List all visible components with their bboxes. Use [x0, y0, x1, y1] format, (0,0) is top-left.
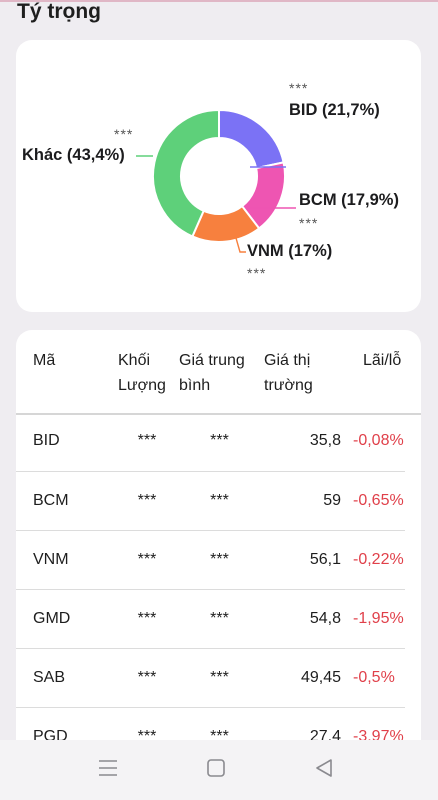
holdings-table: Mã Khối Lượng Giá trung bình Giá thị trường…: [16, 330, 405, 766]
cell-volume: ***: [137, 491, 157, 509]
header-code[interactable]: Mã: [33, 352, 56, 369]
cell-avg-price: ***: [210, 491, 229, 509]
section-title: Tý trọng: [17, 0, 101, 23]
menu-icon[interactable]: [98, 758, 118, 783]
table-row[interactable]: BID *** *** 35,8 -0,08%: [16, 412, 405, 471]
table-row[interactable]: VNM *** *** 56,1 -0,22%: [16, 530, 405, 589]
leader-line-vnm: [233, 230, 246, 253]
triangle-back-icon[interactable]: [314, 758, 334, 783]
header-volume[interactable]: Khối Lượng: [118, 352, 166, 394]
cell-market-price: 56,1: [309, 550, 341, 568]
cell-volume: ***: [137, 550, 157, 568]
slice-mask-khac: ***: [114, 126, 134, 142]
slice-mask-bid: ***: [289, 80, 309, 96]
cell-market-price: 49,45: [300, 668, 341, 686]
slice-mask-vnm: ***: [247, 265, 267, 281]
header-profit-loss[interactable]: Lãi/lỗ: [363, 352, 402, 369]
system-navigation-bar: [0, 740, 438, 800]
slice-mask-bcm: ***: [299, 215, 319, 231]
header-market-price[interactable]: Giá thị trường: [264, 352, 313, 394]
slice-label-vnm: VNM (17%): [247, 242, 333, 260]
cell-volume: ***: [137, 432, 157, 450]
allocation-chart-card: BID (21,7%) BCM (17,9%) VNM (17%) Khác (…: [16, 40, 421, 312]
donut-slice-khác[interactable]: [152, 108, 220, 238]
cell-volume: ***: [137, 609, 157, 627]
cell-market-price: 35,8: [309, 432, 341, 450]
cell-profit-loss: -0,22%: [353, 550, 404, 568]
holdings-table-card: Mã Khối Lượng Giá trung bình Giá thị trường…: [16, 330, 421, 800]
cell-code: SAB: [33, 668, 66, 686]
slice-label-khac: Khác (43,4%): [22, 146, 125, 164]
donut-chart: [136, 108, 296, 253]
cell-market-price: 59: [323, 491, 341, 509]
slice-label-bid: BID (21,7%): [289, 101, 380, 119]
table-row[interactable]: BCM *** *** 59 -0,65%: [16, 471, 405, 530]
cell-avg-price: ***: [210, 609, 229, 627]
cell-avg-price: ***: [210, 668, 229, 686]
table-row[interactable]: SAB *** *** 49,45 -0,5%: [16, 648, 405, 707]
cell-code: GMD: [33, 609, 71, 627]
cell-code: VNM: [33, 550, 69, 568]
cell-code: BID: [33, 432, 60, 450]
table-row[interactable]: GMD *** *** 54,8 -1,95%: [16, 589, 405, 648]
cell-avg-price: ***: [210, 432, 229, 450]
cell-profit-loss: -0,65%: [353, 491, 404, 509]
table-header-row: Mã Khối Lượng Giá trung bình Giá thị trường…: [16, 330, 405, 412]
cell-market-price: 54,8: [309, 609, 341, 627]
slice-label-bcm: BCM (17,9%): [299, 191, 399, 209]
donut-slice-bid[interactable]: [218, 108, 285, 170]
square-home-icon[interactable]: [206, 758, 226, 783]
top-accent-line: [0, 0, 438, 2]
cell-code: BCM: [33, 491, 69, 509]
cell-profit-loss: -0,5%: [353, 668, 395, 686]
header-avg-price[interactable]: Giá trung bình: [179, 352, 245, 394]
cell-profit-loss: -1,95%: [353, 609, 404, 627]
cell-volume: ***: [137, 668, 157, 686]
cell-profit-loss: -0,08%: [353, 432, 404, 450]
cell-avg-price: ***: [210, 550, 229, 568]
header-divider: [16, 413, 421, 415]
